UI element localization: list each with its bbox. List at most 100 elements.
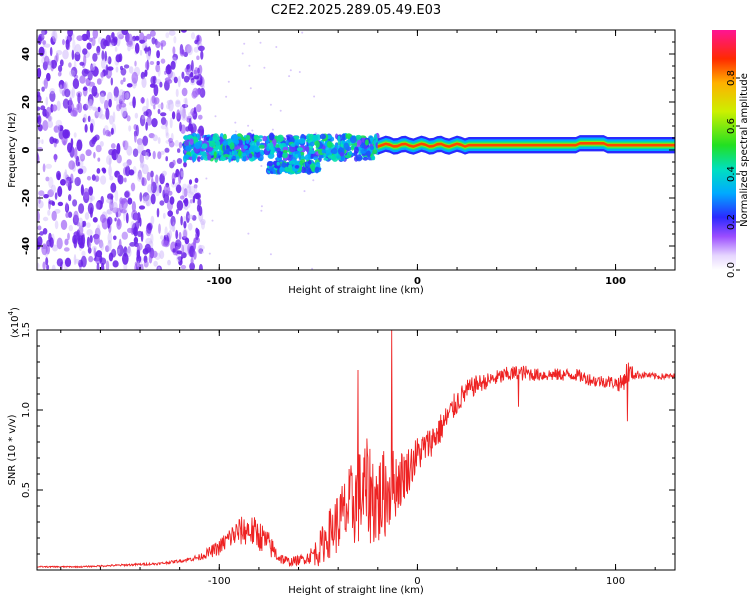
noise-speckle [120,79,124,85]
faint-dot [249,87,252,90]
noise-speckle [193,239,197,250]
noise-speckle [193,251,197,260]
noise-speckle [127,44,131,52]
noise-speckle [162,212,166,219]
noise-speckle [174,140,179,147]
noise-speckle [89,99,94,109]
noise-speckle [200,50,204,60]
noise-speckle [152,150,156,160]
faint-dot [313,95,316,98]
band-blob [279,144,284,149]
noise-speckle [86,30,91,40]
noise-speckle [188,179,193,185]
band-blob [289,145,296,153]
band-blob [234,139,240,145]
noise-speckle [153,260,158,267]
noise-speckle [169,117,173,129]
band-blob [337,135,341,143]
spectrogram-chart: -100 0 100 -40 -20 0 20 40 Height of straight l… [7,29,676,296]
noise-speckle [37,138,41,145]
noise-speckle [177,148,181,153]
noise-speckle [92,106,97,111]
noise-speckle [114,217,117,222]
band-blob [324,146,331,154]
noise-speckle [136,254,142,264]
noise-speckle [98,239,104,249]
band-blob [201,143,208,149]
noise-speckle [77,161,81,167]
noise-speckle [160,58,166,64]
band-blob [300,155,305,161]
noise-speckle [37,236,43,247]
noise-speckle [110,182,117,193]
faint-dot [298,71,301,73]
band-blob [194,142,202,149]
band-blob [209,136,213,142]
faint-dot [312,179,315,182]
band-blob [276,134,284,142]
band-blob [318,154,324,158]
noise-speckle [183,188,188,198]
noise-speckle [151,118,158,128]
noise-speckle [181,87,188,97]
noise-speckle [49,136,55,145]
noise-speckle [41,86,45,92]
noise-speckle [86,229,93,236]
noise-speckle [41,244,48,249]
faint-dot [269,253,272,256]
noise-speckle [65,202,69,212]
noise-speckle [67,232,70,241]
noise-speckle [175,229,179,240]
noise-speckle [39,231,44,236]
faint-dot [260,165,263,167]
noise-speckle [132,35,137,42]
noise-speckle [159,81,163,88]
noise-speckle [187,214,194,219]
band-blob [235,155,240,163]
noise-speckle [105,108,110,120]
band-blob [248,153,253,159]
snr-marks [37,330,675,569]
noise-speckle [135,35,140,41]
noise-speckle [121,30,128,36]
noise-speckle [181,113,188,121]
noise-speckle [160,117,167,125]
noise-speckle [82,117,86,123]
noise-speckle [180,215,183,226]
spectrogram-ytick-label: -20 [21,189,32,207]
noise-speckle [108,149,115,156]
noise-speckle [175,184,182,194]
noise-speckle [48,176,54,189]
faint-dot [251,129,254,132]
noise-speckle [194,177,199,183]
noise-speckle [171,225,176,232]
noise-speckle [51,210,57,221]
noise-speckle [71,86,75,99]
noise-speckle [148,253,153,264]
faint-dot [208,252,211,255]
band-blob [245,134,251,141]
noise-speckle [51,104,58,112]
noise-speckle [100,262,105,270]
colorbar-tick-label: 0.2 [726,214,737,230]
band-blob [222,140,228,146]
noise-speckle [171,181,176,188]
noise-speckle [68,194,72,202]
noise-speckle [79,75,86,84]
noise-speckle [87,202,94,215]
noise-speckle [110,127,114,135]
noise-speckle [70,109,77,117]
noise-speckle [148,112,152,119]
noise-speckle [112,260,119,268]
faint-dot [279,109,282,112]
noise-speckle [99,257,107,265]
band-blob [254,145,260,153]
faint-dot [247,232,250,235]
noise-speckle [90,64,96,71]
noise-speckle [171,111,176,120]
noise-speckle [74,43,82,55]
noise-speckle [146,116,152,126]
faint-dot [225,95,228,98]
band-blob [348,151,352,156]
